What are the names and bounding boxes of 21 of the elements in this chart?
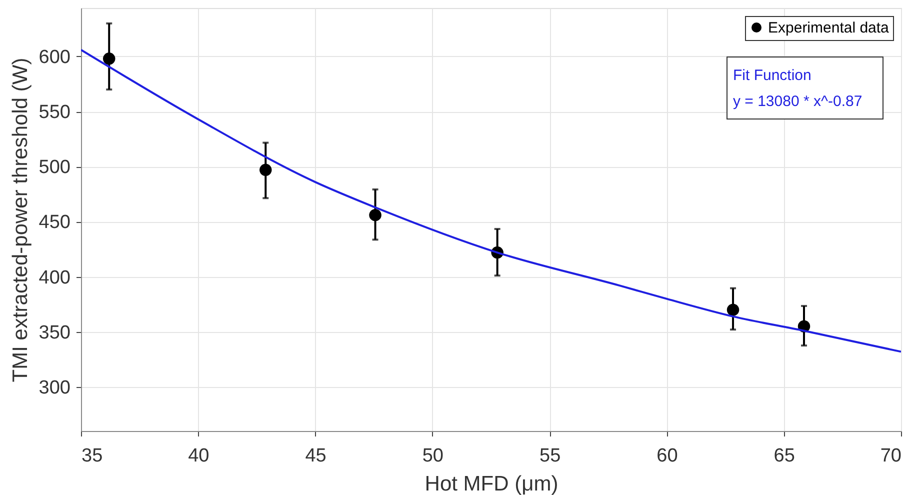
legend-label: Experimental data xyxy=(768,20,890,36)
x-axis-title: Hot MFD (μm) xyxy=(424,472,558,495)
x-tick-label: 45 xyxy=(305,446,326,466)
y-tick-label: 450 xyxy=(38,212,70,234)
y-tick-label: 600 xyxy=(38,46,70,68)
y-tick-label: 300 xyxy=(38,377,70,398)
x-tick-label: 50 xyxy=(422,446,444,466)
y-axis-title: TMI extracted-power threshold (W) xyxy=(8,58,32,382)
x-tick-label: 65 xyxy=(774,446,795,466)
y-tick-label: 550 xyxy=(38,102,70,124)
annotation: y = 13080 * x^-0.87 xyxy=(733,93,862,110)
x-tick-label: 60 xyxy=(656,446,678,466)
y-tick-label: 500 xyxy=(38,157,70,178)
y-tick-label: 400 xyxy=(38,267,70,288)
x-tick-label: 70 xyxy=(880,446,902,466)
annotation: Fit Function xyxy=(733,67,812,84)
x-tick-label: 40 xyxy=(188,446,210,466)
y-tick-label: 350 xyxy=(38,322,70,344)
line-series xyxy=(81,48,901,353)
x-tick-label: 55 xyxy=(540,446,561,466)
x-tick-label: 35 xyxy=(82,446,103,466)
